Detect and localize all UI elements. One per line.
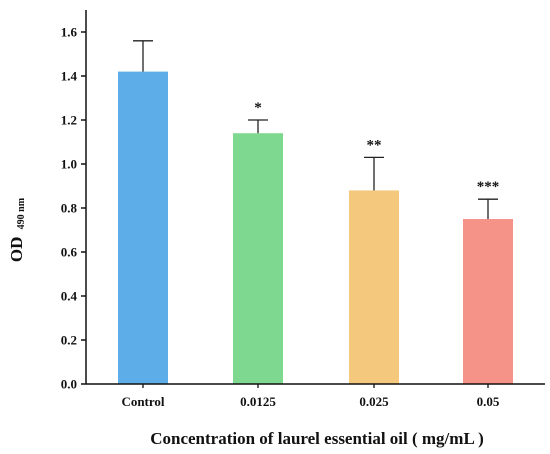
x-tick-label: Control	[121, 394, 164, 409]
bars-group	[118, 71, 513, 384]
bar-0.05	[463, 219, 513, 384]
bar-0.025	[349, 190, 399, 384]
y-tick-label: 0.2	[61, 333, 77, 348]
significance-label: *	[254, 100, 262, 116]
x-tick-labels-group: Control 0.0125 0.025 0.05	[121, 384, 500, 409]
y-axis-title-sub: 490 nm	[16, 197, 27, 229]
x-tick-label: 0.05	[477, 394, 500, 409]
x-tick-label: 0.025	[359, 394, 389, 409]
y-tick-label: 1.0	[61, 157, 77, 172]
y-tick-label: 0.6	[61, 245, 78, 260]
significance-label: **	[367, 137, 382, 153]
y-tick-label: 0.0	[61, 377, 77, 392]
y-tick-label: 1.6	[61, 25, 78, 40]
y-tick-label: 1.2	[61, 113, 77, 128]
error-bars-group	[133, 40, 498, 219]
y-tick-label: 0.4	[61, 289, 78, 304]
y-ticks-group: 0.0 0.2 0.4 0.6 0.8 1.0 1.2 1.4 1.6	[61, 25, 86, 392]
x-axis-title: Concentration of laurel essential oil ( …	[150, 429, 484, 448]
x-tick-label: 0.0125	[240, 394, 276, 409]
y-tick-label: 1.4	[61, 69, 78, 84]
y-axis-title-main: OD	[7, 237, 26, 263]
significance-labels-group: ******	[254, 100, 499, 195]
bar-Control	[118, 71, 168, 384]
y-tick-label: 0.8	[61, 201, 78, 216]
significance-label: ***	[477, 179, 500, 195]
bar-0.0125	[233, 133, 283, 384]
y-axis-title: OD 490 nm	[7, 197, 27, 262]
